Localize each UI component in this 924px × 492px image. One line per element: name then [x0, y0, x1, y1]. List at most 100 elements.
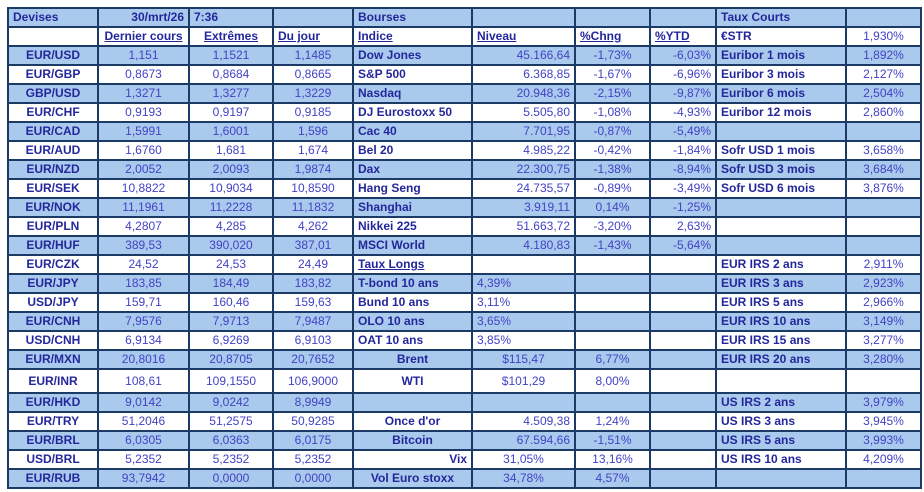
currency-dujour-value: 6,0175 — [272, 430, 354, 451]
index-chng-value: -1,67% — [574, 64, 651, 85]
index-ytd-value — [649, 311, 717, 332]
empty-cell — [649, 7, 717, 28]
index-niveau-value: 4.985,22 — [471, 140, 576, 161]
currency-last-value: 10,8822 — [97, 178, 190, 199]
index-niveau-value: 3,11% — [471, 292, 576, 313]
col-header-extremes: Extrêmes — [188, 26, 274, 47]
index-chng-value: -1,38% — [574, 159, 651, 180]
index-ytd-value — [649, 330, 717, 351]
currency-pair-label: EUR/GBP — [7, 64, 99, 85]
currency-dujour-value: 387,01 — [272, 235, 354, 256]
index-chng-value: -1,08% — [574, 102, 651, 123]
rate-label: Euribor 6 mois — [715, 83, 847, 104]
index-ytd-value: -9,87% — [649, 83, 717, 104]
currency-last-value: 6,0305 — [97, 430, 190, 451]
currency-dujour-value: 20,7652 — [272, 349, 354, 370]
currency-dujour-value: 8,9949 — [272, 392, 354, 413]
index-niveau-value: 22.300,75 — [471, 159, 576, 180]
currency-pair-label: EUR/PLN — [7, 216, 99, 237]
currency-pair-label: EUR/JPY — [7, 273, 99, 294]
index-chng-value: -1,43% — [574, 235, 651, 256]
currency-pair-label: EUR/USD — [7, 45, 99, 66]
currency-extremes-value: 11,2228 — [188, 197, 274, 218]
currency-pair-label: USD/CNH — [7, 330, 99, 351]
currency-last-value: 389,53 — [97, 235, 190, 256]
currency-dujour-value: 106,9000 — [272, 368, 354, 394]
section-title-bourses: Bourses — [352, 7, 473, 28]
index-niveau-value: 4,39% — [471, 273, 576, 294]
index-chng-value: -1,51% — [574, 430, 651, 451]
rate-value: 3,277% — [845, 330, 922, 351]
index-chng-value: -0,89% — [574, 178, 651, 199]
index-label: Vol Euro stoxx — [352, 468, 473, 489]
index-ytd-value: -6,03% — [649, 45, 717, 66]
index-ytd-value — [649, 430, 717, 451]
index-ytd-value — [649, 349, 717, 370]
currency-dujour-value: 4,262 — [272, 216, 354, 237]
index-chng-value: -3,20% — [574, 216, 651, 237]
currency-extremes-value: 2,0093 — [188, 159, 274, 180]
index-label: Dow Jones — [352, 45, 473, 66]
index-niveau-value: 34,78% — [471, 468, 576, 489]
currency-pair-label: EUR/MXN — [7, 349, 99, 370]
currency-last-value: 0,9193 — [97, 102, 190, 123]
currency-pair-label: EUR/BRL — [7, 430, 99, 451]
currency-pair-label: EUR/HUF — [7, 235, 99, 256]
index-label: Bund 10 ans — [352, 292, 473, 313]
col-header-dernier-cours: Dernier cours — [97, 26, 190, 47]
col-header-niveau: Niveau — [471, 26, 576, 47]
currency-last-value: 1,6760 — [97, 140, 190, 161]
index-chng-value: 0,14% — [574, 197, 651, 218]
index-niveau-value: 20.948,36 — [471, 83, 576, 104]
rate-value: 2,911% — [845, 254, 922, 275]
currency-last-value: 4,2807 — [97, 216, 190, 237]
rate-value: 1,892% — [845, 45, 922, 66]
currency-dujour-value: 5,2352 — [272, 449, 354, 470]
index-label: MSCI World — [352, 235, 473, 256]
currency-pair-label: EUR/NZD — [7, 159, 99, 180]
index-ytd-value — [649, 292, 717, 313]
currency-pair-label: EUR/CAD — [7, 121, 99, 142]
rate-value: 3,876% — [845, 178, 922, 199]
rate-value — [845, 368, 922, 394]
index-niveau-value: 7.701,95 — [471, 121, 576, 142]
currency-last-value: 24,52 — [97, 254, 190, 275]
estr-label: €STR — [715, 26, 847, 47]
currency-last-value: 183,85 — [97, 273, 190, 294]
rate-value: 2,966% — [845, 292, 922, 313]
rate-label: EUR IRS 3 ans — [715, 273, 847, 294]
index-label: Shanghai — [352, 197, 473, 218]
index-chng-value — [574, 292, 651, 313]
rate-label: EUR IRS 10 ans — [715, 311, 847, 332]
index-ytd-value: -1,25% — [649, 197, 717, 218]
market-data-table: Devises 30/mrt/26 7:36 Bourses Taux Courts De… — [7, 7, 922, 489]
index-chng-value — [574, 254, 651, 275]
rate-value: 3,684% — [845, 159, 922, 180]
index-label: Bitcoin — [352, 430, 473, 451]
index-niveau-value: 3,65% — [471, 311, 576, 332]
rate-value: 2,127% — [845, 64, 922, 85]
currency-dujour-value: 11,1832 — [272, 197, 354, 218]
index-niveau-value: 5.505,80 — [471, 102, 576, 123]
index-label: OLO 10 ans — [352, 311, 473, 332]
rate-value: 3,993% — [845, 430, 922, 451]
index-label: DJ Eurostoxx 50 — [352, 102, 473, 123]
currency-last-value: 2,0052 — [97, 159, 190, 180]
index-ytd-value: -8,94% — [649, 159, 717, 180]
rate-label: US IRS 3 ans — [715, 411, 847, 432]
index-ytd-value — [649, 392, 717, 413]
rate-label: Sofr USD 6 mois — [715, 178, 847, 199]
rate-value: 2,860% — [845, 102, 922, 123]
currency-pair-label: GBP/USD — [7, 83, 99, 104]
currency-last-value: 1,3271 — [97, 83, 190, 104]
currency-last-value: 9,0142 — [97, 392, 190, 413]
currency-pair-label: EUR/AUD — [7, 140, 99, 161]
currency-pair-label: EUR/CZK — [7, 254, 99, 275]
index-niveau-value: 67.594,66 — [471, 430, 576, 451]
currency-extremes-value: 1,681 — [188, 140, 274, 161]
currency-dujour-value: 7,9487 — [272, 311, 354, 332]
currency-dujour-value: 10,8590 — [272, 178, 354, 199]
currency-dujour-value: 1,3229 — [272, 83, 354, 104]
index-label: Hang Seng — [352, 178, 473, 199]
index-label: Vix — [352, 449, 473, 470]
